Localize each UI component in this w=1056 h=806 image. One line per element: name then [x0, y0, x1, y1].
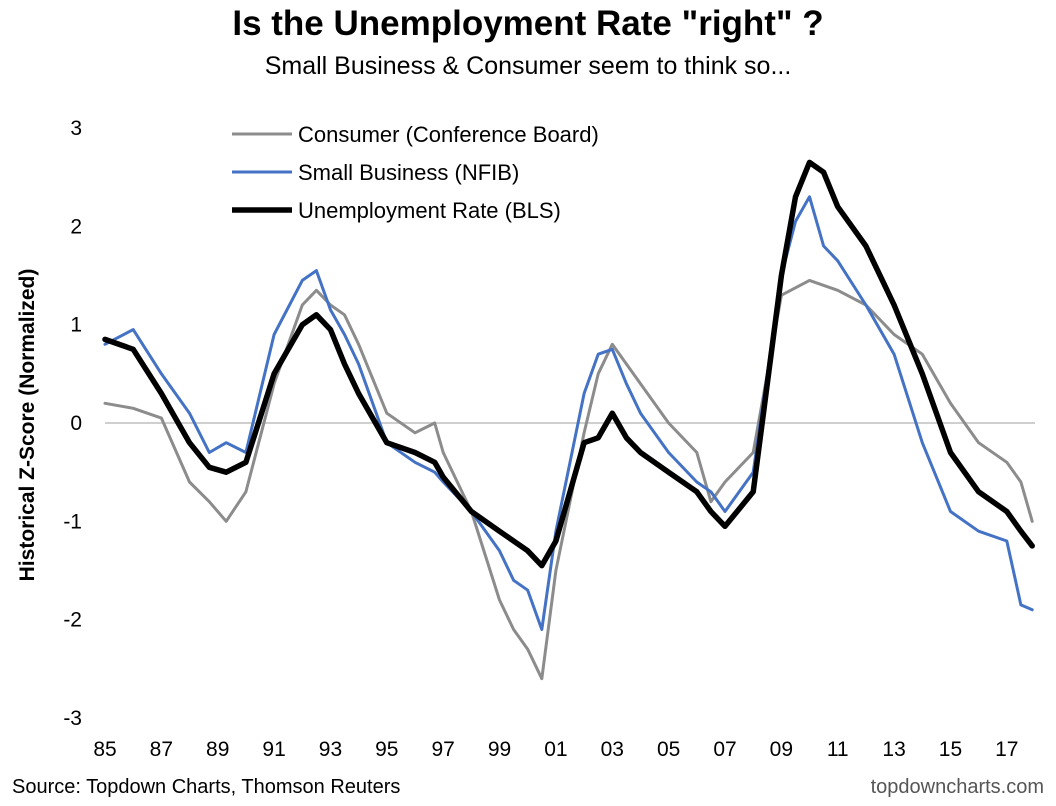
y-tick-label: -2 [63, 609, 82, 632]
x-tick-label: 13 [882, 738, 905, 761]
x-tick-label: 15 [939, 738, 962, 761]
x-tick-label: 09 [770, 738, 793, 761]
y-axis-label: Historical Z-Score (Normalized) [16, 269, 39, 582]
series-line-3 [102, 159, 1035, 569]
legend-label-2: Small Business (NFIB) [298, 160, 519, 185]
y-tick-label: -1 [63, 510, 82, 533]
website-credit: topdowncharts.com [870, 776, 1044, 798]
series-line-2 [103, 195, 1034, 631]
legend-label-1: Consumer (Conference Board) [298, 122, 599, 147]
x-tick-label: 85 [93, 738, 116, 761]
source-note: Source: Topdown Charts, Thomson Reuters [12, 776, 401, 798]
axis-layer: 3 2 1 0 -1 -2 -3 85 87 89 91 93 95 97 99 01 03 05 07 09 11 13… [63, 117, 1035, 761]
x-tick-label: 03 [601, 738, 624, 761]
chart-subtitle: Small Business & Consumer seem to think … [264, 52, 792, 80]
x-tick-label: 99 [488, 738, 511, 761]
y-tick-label: 2 [70, 215, 82, 238]
chart-title: Is the Unemployment Rate "right" ? [232, 4, 824, 43]
series-line-1 [103, 278, 1034, 681]
x-tick-label: 07 [713, 738, 736, 761]
legend-label-3: Unemployment Rate (BLS) [298, 198, 561, 223]
y-tick-label: 3 [70, 117, 82, 140]
x-tick-label: 95 [375, 738, 398, 761]
x-tick-label: 11 [827, 738, 849, 761]
x-tick-label: 89 [206, 738, 229, 761]
x-tick-label: 91 [262, 738, 285, 761]
y-tick-label: 0 [70, 412, 82, 435]
x-tick-label: 93 [319, 738, 342, 761]
series-layer [102, 159, 1035, 681]
x-tick-label: 01 [544, 738, 567, 761]
x-tick-label: 05 [657, 738, 680, 761]
x-tick-label: 17 [995, 738, 1018, 761]
legend: Consumer (Conference Board) Small Busines… [232, 122, 599, 223]
x-tick-label: 87 [150, 738, 173, 761]
y-tick-label: -3 [63, 707, 82, 730]
x-tick-label: 97 [432, 738, 455, 761]
y-tick-label: 1 [70, 314, 82, 337]
